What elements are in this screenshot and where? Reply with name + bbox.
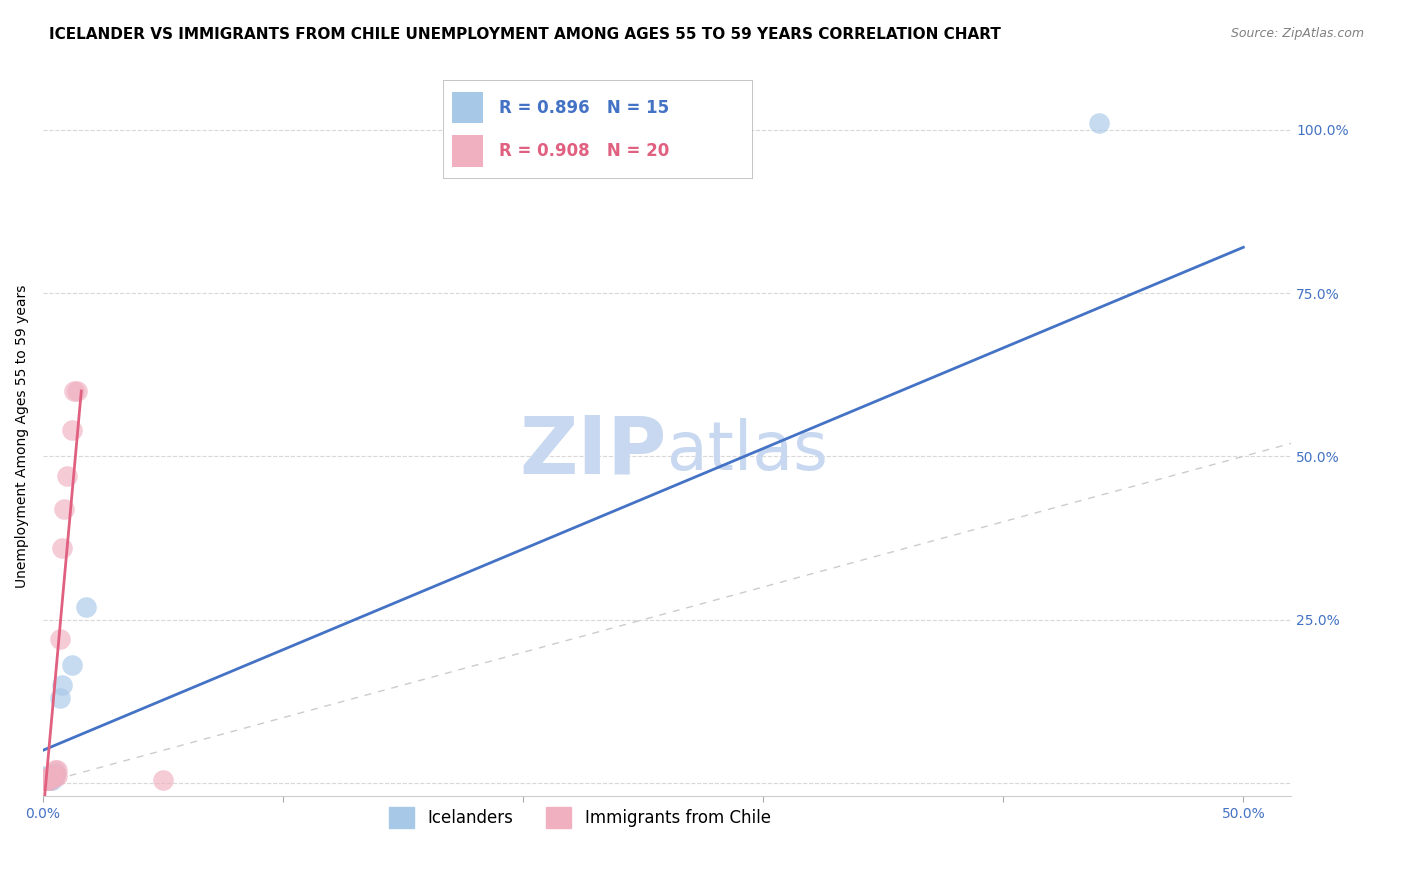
Point — [51, 678, 73, 692]
Point — [65, 384, 87, 398]
Point — [48, 632, 70, 647]
Point — [51, 541, 73, 555]
Point — [39, 772, 62, 787]
Text: Source: ZipAtlas.com: Source: ZipAtlas.com — [1230, 27, 1364, 40]
Point — [37, 772, 59, 787]
Point — [152, 772, 174, 787]
Point — [56, 469, 79, 483]
Text: ZIP: ZIP — [520, 412, 666, 490]
Bar — [453, 136, 484, 167]
Point — [1088, 116, 1111, 130]
Point — [32, 772, 55, 787]
Point — [41, 770, 63, 784]
Point — [46, 770, 69, 784]
Point — [41, 770, 63, 784]
Point — [34, 772, 56, 787]
Point — [48, 691, 70, 706]
Point — [37, 772, 59, 787]
Text: R = 0.896   N = 15: R = 0.896 N = 15 — [499, 99, 669, 117]
Text: atlas: atlas — [666, 418, 828, 484]
Point — [46, 763, 69, 777]
Point — [44, 763, 66, 777]
Text: R = 0.908   N = 20: R = 0.908 N = 20 — [499, 142, 669, 160]
Text: ICELANDER VS IMMIGRANTS FROM CHILE UNEMPLOYMENT AMONG AGES 55 TO 59 YEARS CORREL: ICELANDER VS IMMIGRANTS FROM CHILE UNEMP… — [49, 27, 1001, 42]
Y-axis label: Unemployment Among Ages 55 to 59 years: Unemployment Among Ages 55 to 59 years — [15, 285, 30, 589]
Point — [32, 770, 55, 784]
Point — [44, 770, 66, 784]
Point — [60, 658, 83, 673]
Point — [60, 423, 83, 437]
Bar — [453, 92, 484, 123]
Point — [39, 772, 62, 787]
Point — [44, 766, 66, 780]
Point — [63, 384, 86, 398]
Point — [32, 772, 55, 787]
Point — [39, 770, 62, 784]
Point — [41, 772, 63, 787]
Point — [53, 501, 76, 516]
Point — [32, 772, 55, 787]
Point — [44, 770, 66, 784]
Legend: Icelanders, Immigrants from Chile: Icelanders, Immigrants from Chile — [382, 801, 778, 835]
Point — [39, 770, 62, 784]
Point — [75, 599, 97, 614]
Point — [41, 770, 63, 784]
Point — [37, 772, 59, 787]
